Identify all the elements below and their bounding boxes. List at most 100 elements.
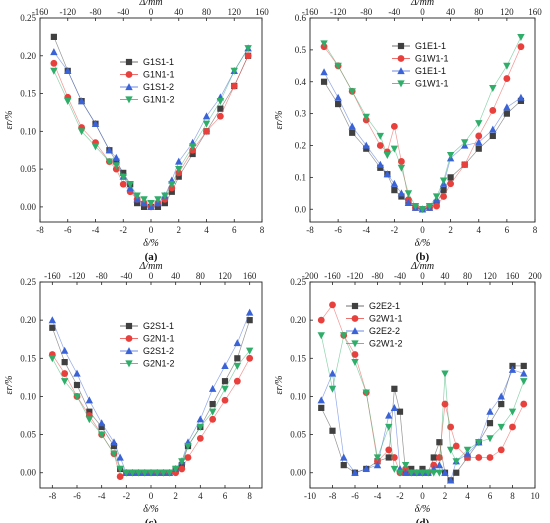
data-point — [73, 393, 81, 401]
x-tick-label: 8 — [510, 491, 515, 501]
data-point — [401, 468, 410, 476]
x-axis-label: δ/% — [143, 238, 159, 249]
data-point — [161, 200, 168, 207]
data-point — [184, 454, 192, 461]
data-point — [497, 392, 505, 400]
data-point — [153, 469, 161, 477]
data-point — [435, 454, 443, 461]
data-point — [48, 316, 57, 324]
top-tick-label: -80 — [96, 271, 108, 281]
legend-entry: G2W1-1 — [369, 314, 403, 324]
data-point — [411, 202, 420, 210]
x-tick-label: 6 — [223, 491, 228, 501]
data-point — [475, 132, 483, 140]
data-point — [424, 469, 432, 477]
series-line-1 — [320, 365, 524, 481]
data-point — [60, 378, 69, 386]
data-point — [112, 153, 121, 161]
data-point — [497, 423, 505, 431]
series-line-3 — [53, 48, 249, 208]
y-axis-label: εr/% — [274, 111, 285, 130]
data-point — [116, 453, 124, 461]
data-point — [503, 75, 511, 82]
legend-marker — [351, 302, 359, 310]
x-tick-label: -4 — [374, 491, 382, 501]
data-point — [221, 362, 229, 370]
data-point — [317, 332, 325, 340]
top-tick-label: -160 — [44, 271, 61, 281]
data-point — [221, 378, 229, 385]
data-point — [112, 162, 121, 170]
x-axis-label: δ/% — [143, 504, 159, 515]
data-point — [98, 423, 105, 431]
data-point — [50, 48, 58, 56]
data-point — [126, 181, 134, 189]
top-tick-label: 40 — [441, 271, 451, 281]
data-point — [520, 400, 528, 408]
data-point — [435, 461, 444, 469]
data-point — [373, 454, 382, 462]
data-point — [128, 469, 137, 477]
data-point — [520, 369, 528, 377]
data-point — [520, 362, 527, 370]
data-point — [460, 139, 469, 147]
data-point — [503, 110, 510, 117]
legend-marker — [125, 322, 133, 330]
data-point — [486, 407, 494, 415]
top-tick-label: 160 — [528, 7, 542, 17]
data-point — [189, 150, 196, 158]
data-point — [413, 469, 421, 477]
x-tick-label: 4 — [477, 225, 482, 235]
x-tick-label: -6 — [73, 491, 81, 501]
data-point — [335, 100, 342, 108]
data-point — [110, 450, 118, 458]
legend-marker — [125, 347, 133, 355]
data-point — [447, 174, 454, 181]
data-point — [116, 473, 124, 480]
top-tick-label: -160 — [302, 7, 319, 17]
panel-label: (c) — [145, 517, 158, 523]
data-point — [140, 203, 148, 210]
data-point — [165, 469, 174, 477]
data-point — [376, 142, 384, 149]
legend-entry: G1N1-1 — [143, 70, 175, 80]
x-tick-label: 10 — [531, 491, 541, 501]
y-tick-label: 0.10 — [20, 126, 36, 136]
data-point — [208, 408, 217, 416]
data-point — [390, 145, 399, 153]
data-point — [498, 400, 505, 408]
y-tick-label: 0.1 — [295, 172, 306, 182]
x-tick-label: -6 — [64, 225, 72, 235]
data-point — [77, 97, 86, 105]
data-point — [351, 468, 359, 476]
data-point — [168, 188, 175, 195]
data-point — [385, 446, 393, 454]
plot-frame — [39, 281, 263, 489]
data-point — [196, 423, 205, 431]
y-tick-label: 0.20 — [20, 315, 36, 325]
top-tick-label: 40 — [174, 7, 184, 17]
data-point — [110, 438, 118, 446]
data-point — [362, 141, 370, 149]
data-point — [383, 151, 392, 159]
y-tick-label: 0.5 — [295, 45, 307, 55]
data-point — [147, 469, 155, 477]
data-point — [376, 132, 385, 140]
data-point — [508, 408, 517, 416]
data-point — [340, 332, 348, 340]
legend-entry: G2N1-1 — [143, 334, 175, 344]
chart-panel-1: -8 -6 -4 -2 0 2 4 6 8 -160 -120 -80 -40 0 40 80 120 160 0.… — [4, 0, 269, 263]
x-tick-label: -6 — [351, 491, 359, 501]
legend-marker — [125, 335, 133, 342]
legend-entry: G1N1-2 — [143, 95, 175, 105]
y-tick-label: 0.25 — [20, 13, 36, 23]
data-point — [234, 355, 241, 362]
chart-panel-2: -8 -6 -4 -2 0 2 4 6 8 -160 -120 -80 -40 0 40 80 120 160 0.… — [274, 0, 542, 263]
series-line-2 — [321, 304, 525, 474]
top-tick-label: -40 — [394, 271, 406, 281]
series-line-3 — [320, 369, 524, 482]
data-point — [61, 359, 68, 366]
data-point — [134, 200, 141, 207]
top-axis-label: Δ/mm — [138, 0, 162, 8]
legend-entry: G2N1-2 — [143, 359, 175, 369]
